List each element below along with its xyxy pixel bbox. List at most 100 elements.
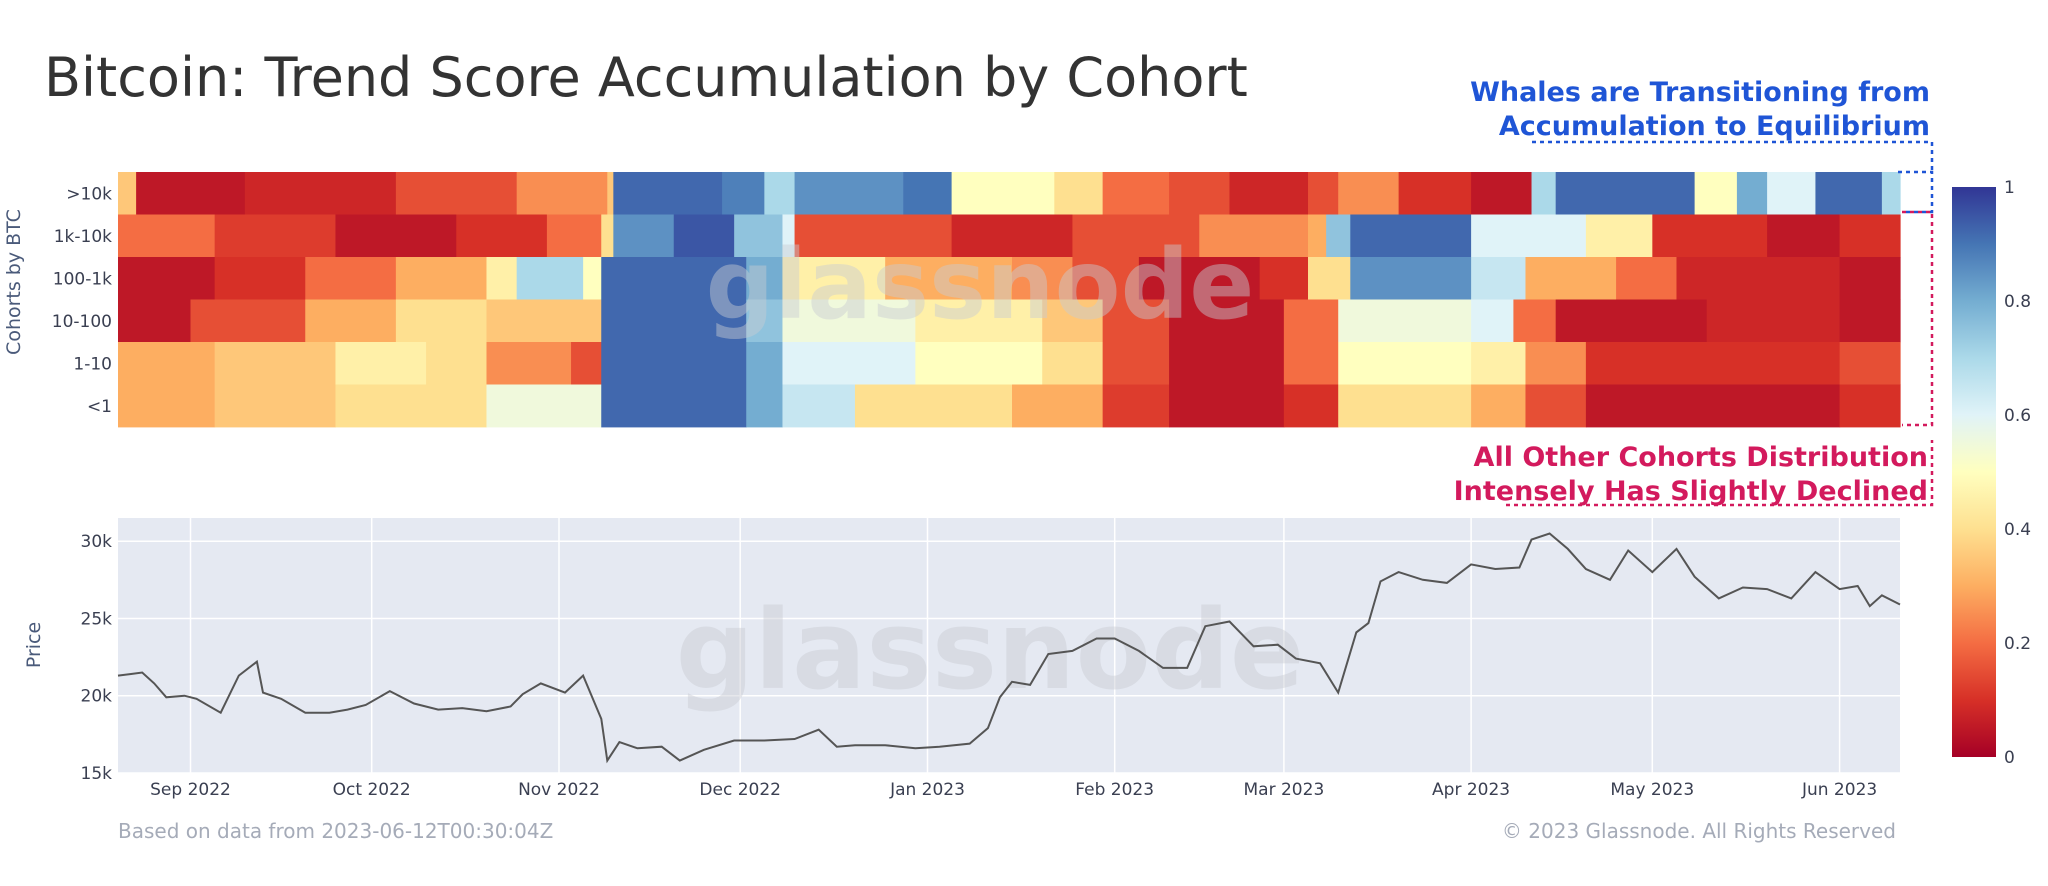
annotation-whales-line2: Accumulation to Equilibrium bbox=[1499, 111, 1930, 142]
price-y-tick-label: 15k bbox=[81, 764, 113, 784]
heatmap-cell bbox=[1169, 384, 1285, 428]
price-line bbox=[117, 532, 1901, 764]
annotation-whales-line1: Whales are Transitioning from bbox=[1470, 77, 1930, 108]
price-x-tick-label: Oct 2022 bbox=[333, 780, 411, 800]
heatmap-cell bbox=[1350, 214, 1472, 258]
heatmap-cell bbox=[244, 172, 397, 215]
heatmap-cell bbox=[1616, 257, 1678, 300]
footer-data-date: Based on data from 2023-06-12T00:30:04Z bbox=[118, 819, 553, 843]
heatmap-cell bbox=[1471, 257, 1527, 300]
heatmap-cell bbox=[607, 172, 614, 215]
heatmap-cell bbox=[1012, 257, 1074, 300]
heatmap-cell bbox=[1338, 299, 1472, 343]
heatmap-cell bbox=[1138, 257, 1261, 300]
heatmap-cell bbox=[1525, 342, 1587, 385]
heatmap-cell bbox=[794, 214, 953, 258]
heatmap-cell bbox=[118, 172, 137, 215]
heatmap-cell bbox=[1839, 257, 1901, 300]
heatmap-cell bbox=[1555, 299, 1708, 343]
heatmap-cell bbox=[571, 342, 602, 385]
heatmap-cell bbox=[426, 342, 488, 385]
heatmap-cell bbox=[118, 299, 192, 343]
heatmap-cell bbox=[395, 299, 488, 343]
heatmap-cell bbox=[1839, 214, 1901, 258]
heatmap-cell bbox=[1513, 299, 1557, 343]
heatmap-cell bbox=[1102, 342, 1170, 385]
heatmap-cell bbox=[951, 172, 1055, 215]
heatmap-cell bbox=[1767, 172, 1817, 215]
price-x-tick-label: Nov 2022 bbox=[518, 780, 600, 800]
price-x-tick-label: Jan 2023 bbox=[889, 780, 965, 800]
heatmap-cell bbox=[1471, 384, 1527, 428]
heatmap-cell bbox=[1338, 384, 1472, 428]
heatmap-cell bbox=[764, 172, 796, 215]
heatmap-cell bbox=[1585, 342, 1841, 385]
price-x-tick-label: Apr 2023 bbox=[1432, 780, 1510, 800]
heatmap-cell bbox=[1102, 172, 1170, 215]
heatmap-cell bbox=[1054, 172, 1104, 215]
heatmap-cell bbox=[583, 257, 602, 300]
cohort-label: <1 bbox=[87, 397, 112, 417]
colorbar-tick-label: 0.4 bbox=[2004, 520, 2031, 540]
heatmap-cell bbox=[1102, 384, 1170, 428]
heatmap-cell bbox=[1398, 172, 1472, 215]
heatmap-cell bbox=[673, 214, 735, 258]
heatmap-cell bbox=[746, 384, 784, 428]
heatmap-cell bbox=[118, 384, 216, 428]
heatmap-cell bbox=[1229, 172, 1309, 215]
heatmap-cell bbox=[305, 299, 397, 343]
heatmap-cell bbox=[601, 342, 747, 385]
price-x-tick-label: Dec 2022 bbox=[699, 780, 781, 800]
heatmap-cell bbox=[794, 172, 904, 215]
heatmap-cell bbox=[486, 257, 518, 300]
heatmap-cell bbox=[734, 214, 784, 258]
cohort-labels: >10k 1k-10k 100-1k 10-100 1-10 <1 bbox=[52, 184, 112, 416]
price-x-tick-label: Feb 2023 bbox=[1075, 780, 1154, 800]
price-plot-background bbox=[118, 518, 1900, 773]
heatmap-cell bbox=[335, 342, 427, 385]
annotation-others-bracket bbox=[1902, 210, 1934, 427]
cohort-label: 10-100 bbox=[52, 312, 112, 332]
heatmap-cell bbox=[335, 384, 488, 428]
price-x-tick-label: May 2023 bbox=[1610, 780, 1694, 800]
heatmap-cell bbox=[1338, 342, 1472, 385]
cohort-label: 1-10 bbox=[73, 354, 112, 374]
watermark-bottom: glassnode bbox=[676, 586, 1305, 714]
heatmap-cell bbox=[1676, 257, 1841, 300]
colorbar bbox=[1952, 187, 1996, 757]
annotation-whales-bracket bbox=[1532, 140, 1934, 214]
heatmap-cell bbox=[1072, 214, 1200, 258]
price-y-axis-title: Price bbox=[23, 622, 45, 668]
heatmap-cell bbox=[190, 299, 306, 343]
heatmap-cell bbox=[395, 172, 518, 215]
heatmap-cell bbox=[1283, 342, 1339, 385]
heatmap-cell bbox=[1706, 299, 1841, 343]
heatmap-cell bbox=[1839, 342, 1901, 385]
heatmap-cell bbox=[1169, 299, 1285, 343]
heatmap-cell bbox=[118, 257, 216, 300]
footer-copyright: © 2023 Glassnode. All Rights Reserved bbox=[1502, 819, 1896, 843]
heatmap-cell bbox=[1283, 384, 1339, 428]
heatmap-cell bbox=[613, 172, 723, 215]
colorbar-tick-label: 0 bbox=[2004, 748, 2015, 768]
heatmap-cell bbox=[885, 257, 1013, 300]
heatmap-cell bbox=[1072, 257, 1140, 300]
heatmap-cell bbox=[516, 172, 608, 215]
heatmap-cell bbox=[782, 299, 916, 343]
heatmap-cell bbox=[1525, 257, 1617, 300]
heatmap-cell bbox=[214, 384, 337, 428]
price-gridlines bbox=[118, 518, 1900, 774]
price-y-tick-label: 20k bbox=[81, 687, 113, 707]
heatmap-cell bbox=[1881, 172, 1901, 215]
heatmap-cell bbox=[1283, 299, 1339, 343]
heatmap-cell bbox=[486, 299, 602, 343]
heatmap-cell bbox=[746, 299, 784, 343]
price-y-tick-label: 30k bbox=[81, 532, 113, 552]
heatmap-cell bbox=[1767, 214, 1841, 258]
colorbar-tick-label: 1 bbox=[2004, 178, 2015, 198]
cohort-label: 100-1k bbox=[53, 269, 112, 289]
heatmap-cell bbox=[854, 384, 1013, 428]
heatmap-cell bbox=[782, 257, 886, 300]
heatmap-cell bbox=[1308, 172, 1339, 215]
